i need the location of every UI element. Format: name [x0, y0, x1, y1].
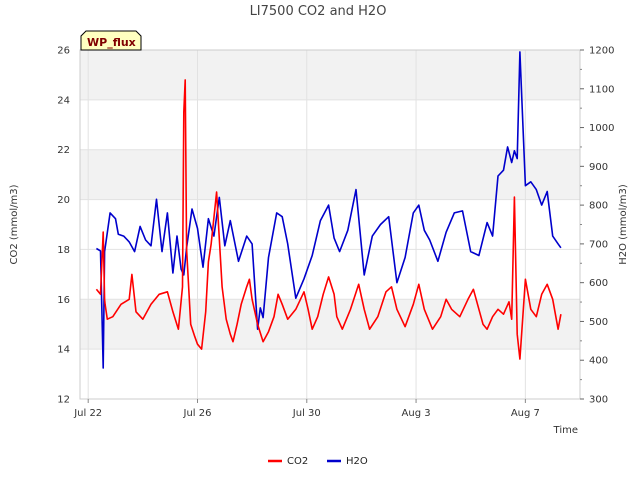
- left-y-tick-label: 20: [57, 195, 70, 206]
- x-tick-label: Jul 26: [183, 408, 212, 419]
- x-tick-label: Aug 3: [402, 408, 431, 419]
- left-y-tick-label: 16: [57, 295, 70, 306]
- chart-title: LI7500 CO2 and H2O: [250, 4, 387, 19]
- series-line-h2o: [95, 51, 562, 369]
- legend: CO2 H2O: [268, 456, 368, 467]
- right-y-tick-label: 900: [589, 162, 608, 173]
- right-y-tick-label: 300: [589, 395, 608, 406]
- series-layer: [95, 51, 562, 369]
- left-y-tick-label: 26: [57, 46, 70, 57]
- left-y-axis-label: CO2 (mmol/m3): [9, 184, 20, 264]
- left-y-axis: 12 14 16 18 20 22 24 26: [57, 46, 70, 406]
- series-line-co2: [95, 79, 562, 360]
- right-y-tick-label: 1200: [589, 46, 614, 57]
- right-y-tick-label: 600: [589, 278, 608, 289]
- right-y-axis-label: H2O (mmol/m3): [618, 184, 629, 265]
- right-y-tick-label: 800: [589, 201, 608, 212]
- right-y-axis: 300 400 500 600 700 800 900 1000 1100 1200: [580, 46, 614, 406]
- shaded-band-2: [80, 50, 580, 100]
- x-axis: Jul 22 Jul 26 Jul 30 Aug 3 Aug 7: [73, 399, 540, 419]
- left-y-tick-label: 22: [57, 145, 70, 156]
- left-y-tick-label: 14: [57, 345, 70, 356]
- right-y-tick-label: 1000: [589, 123, 614, 134]
- left-y-tick-label: 18: [57, 245, 70, 256]
- right-y-tick-label: 1100: [589, 84, 614, 95]
- plot-background: [80, 50, 580, 350]
- x-tick-label: Jul 30: [292, 408, 321, 419]
- legend-label-co2: CO2: [287, 456, 308, 467]
- shaded-band-0: [80, 299, 580, 350]
- left-y-tick-label: 24: [57, 95, 70, 106]
- left-y-tick-label: 12: [57, 395, 70, 406]
- x-tick-label: Aug 7: [511, 408, 540, 419]
- site-badge-label: WP_flux: [87, 36, 136, 49]
- legend-label-h2o: H2O: [346, 456, 368, 467]
- right-y-tick-label: 700: [589, 239, 608, 250]
- x-axis-label: Time: [553, 425, 578, 436]
- site-badge: WP_flux: [80, 30, 142, 51]
- site-badge-box: [80, 30, 142, 51]
- x-tick-label: Jul 22: [73, 408, 102, 419]
- right-y-tick-label: 500: [589, 317, 608, 328]
- right-y-tick-label: 400: [589, 356, 608, 367]
